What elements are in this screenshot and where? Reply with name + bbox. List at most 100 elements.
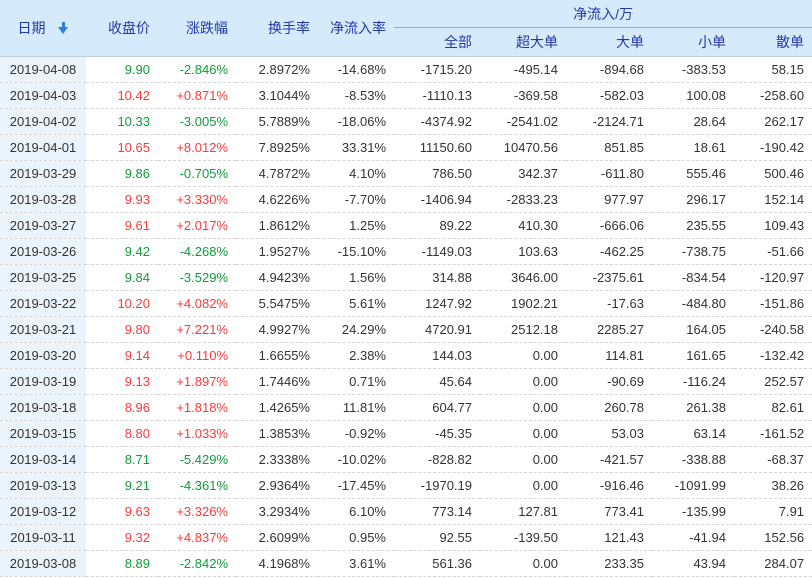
turnover-rate-cell: 4.9927% [236, 316, 318, 343]
change-pct-cell: +3.326% [158, 498, 236, 525]
turnover-rate-cell: 4.1968% [236, 550, 318, 577]
inflow-retail-cell: -68.37 [734, 446, 812, 473]
inflow-all-cell: 45.64 [394, 368, 480, 395]
inflow-large-cell: -894.68 [566, 56, 652, 83]
inflow-small-cell: 164.05 [652, 316, 734, 343]
change-pct-cell: +4.837% [158, 524, 236, 551]
inflow-large-cell: -90.69 [566, 368, 652, 395]
col-header-inflow-retail[interactable]: 散单 [734, 27, 812, 57]
inflow-super-large-cell: 410.30 [480, 212, 566, 239]
col-header-inflow-large[interactable]: 大单 [566, 27, 652, 57]
inflow-small-cell: -834.54 [652, 264, 734, 291]
col-header-date[interactable]: 日期 [0, 0, 86, 57]
inflow-retail-cell: 152.56 [734, 524, 812, 551]
table-body: 2019-04-08 9.90 -2.846% 2.8972% -14.68% … [0, 56, 812, 577]
net-inflow-rate-cell: 1.56% [318, 264, 394, 291]
inflow-super-large-cell: 2512.18 [480, 316, 566, 343]
table-row: 2019-04-08 9.90 -2.846% 2.8972% -14.68% … [0, 56, 812, 83]
inflow-super-large-cell: 0.00 [480, 394, 566, 421]
inflow-retail-cell: -151.86 [734, 290, 812, 317]
close-price-cell: 9.90 [86, 56, 158, 83]
inflow-all-cell: 4720.91 [394, 316, 480, 343]
col-header-inflow-super-large[interactable]: 超大单 [480, 27, 566, 57]
inflow-super-large-cell: 0.00 [480, 472, 566, 499]
turnover-rate-cell: 1.4265% [236, 394, 318, 421]
turnover-rate-cell: 1.7446% [236, 368, 318, 395]
inflow-super-large-cell: 127.81 [480, 498, 566, 525]
date-cell: 2019-03-20 [0, 342, 86, 369]
inflow-all-cell: 773.14 [394, 498, 480, 525]
inflow-super-large-cell: 0.00 [480, 550, 566, 577]
turnover-rate-cell: 2.8972% [236, 56, 318, 83]
col-header-close[interactable]: 收盘价 [86, 0, 158, 57]
net-inflow-rate-cell: 0.95% [318, 524, 394, 551]
table-row: 2019-03-15 8.80 +1.033% 1.3853% -0.92% -… [0, 420, 812, 447]
change-pct-cell: +2.017% [158, 212, 236, 239]
inflow-super-large-cell: 0.00 [480, 446, 566, 473]
table-header: 日期 收盘价 涨跌幅 换手率 净流入率 净流入/万 全部 超大单 大单 小单 散… [0, 0, 812, 57]
inflow-super-large-cell: 342.37 [480, 160, 566, 187]
net-inflow-rate-cell: 11.81% [318, 394, 394, 421]
date-cell: 2019-03-19 [0, 368, 86, 395]
change-pct-cell: +3.330% [158, 186, 236, 213]
table-row: 2019-03-13 9.21 -4.361% 2.9364% -17.45% … [0, 472, 812, 499]
inflow-small-cell: -135.99 [652, 498, 734, 525]
turnover-rate-cell: 4.6226% [236, 186, 318, 213]
inflow-retail-cell: 58.15 [734, 56, 812, 83]
table-row: 2019-03-27 9.61 +2.017% 1.8612% 1.25% 89… [0, 212, 812, 239]
net-inflow-rate-cell: 33.31% [318, 134, 394, 161]
inflow-small-cell: 63.14 [652, 420, 734, 447]
turnover-rate-cell: 1.8612% [236, 212, 318, 239]
inflow-all-cell: 89.22 [394, 212, 480, 239]
net-inflow-rate-cell: -18.06% [318, 108, 394, 135]
net-inflow-rate-cell: -14.68% [318, 56, 394, 83]
inflow-small-cell: -41.94 [652, 524, 734, 551]
net-inflow-rate-cell: 24.29% [318, 316, 394, 343]
date-cell: 2019-04-02 [0, 108, 86, 135]
change-pct-cell: +1.897% [158, 368, 236, 395]
inflow-retail-cell: -258.60 [734, 82, 812, 109]
col-header-change-pct[interactable]: 涨跌幅 [158, 0, 236, 57]
inflow-retail-cell: 262.17 [734, 108, 812, 135]
turnover-rate-cell: 2.9364% [236, 472, 318, 499]
close-price-cell: 10.33 [86, 108, 158, 135]
table-row: 2019-03-21 9.80 +7.221% 4.9927% 24.29% 4… [0, 316, 812, 343]
table-row: 2019-03-12 9.63 +3.326% 3.2934% 6.10% 77… [0, 498, 812, 525]
inflow-large-cell: -611.80 [566, 160, 652, 187]
inflow-large-cell: 260.78 [566, 394, 652, 421]
col-header-turnover[interactable]: 换手率 [236, 0, 318, 57]
table-row: 2019-03-18 8.96 +1.818% 1.4265% 11.81% 6… [0, 394, 812, 421]
close-price-cell: 9.42 [86, 238, 158, 265]
inflow-retail-cell: -120.97 [734, 264, 812, 291]
inflow-large-cell: 233.35 [566, 550, 652, 577]
close-price-cell: 9.93 [86, 186, 158, 213]
table-row: 2019-03-29 9.86 -0.705% 4.7872% 4.10% 78… [0, 160, 812, 187]
inflow-retail-cell: -240.58 [734, 316, 812, 343]
date-cell: 2019-03-22 [0, 290, 86, 317]
inflow-small-cell: -383.53 [652, 56, 734, 83]
change-pct-cell: +1.818% [158, 394, 236, 421]
close-price-cell: 9.21 [86, 472, 158, 499]
change-pct-cell: +8.012% [158, 134, 236, 161]
inflow-large-cell: 53.03 [566, 420, 652, 447]
inflow-small-cell: -738.75 [652, 238, 734, 265]
close-price-cell: 10.65 [86, 134, 158, 161]
inflow-retail-cell: 7.91 [734, 498, 812, 525]
turnover-rate-cell: 5.5475% [236, 290, 318, 317]
inflow-small-cell: 18.61 [652, 134, 734, 161]
date-cell: 2019-03-08 [0, 550, 86, 577]
date-cell: 2019-03-26 [0, 238, 86, 265]
inflow-small-cell: 261.38 [652, 394, 734, 421]
inflow-retail-cell: 284.07 [734, 550, 812, 577]
col-header-inflow-all[interactable]: 全部 [394, 27, 480, 57]
inflow-super-large-cell: 1902.21 [480, 290, 566, 317]
col-header-inflow-rate[interactable]: 净流入率 [318, 0, 394, 57]
inflow-large-cell: 977.97 [566, 186, 652, 213]
col-header-inflow-small[interactable]: 小单 [652, 27, 734, 57]
col-group-header-net-inflow: 净流入/万 [394, 0, 812, 28]
date-cell: 2019-03-18 [0, 394, 86, 421]
inflow-small-cell: 100.08 [652, 82, 734, 109]
table-row: 2019-04-03 10.42 +0.871% 3.1044% -8.53% … [0, 82, 812, 109]
